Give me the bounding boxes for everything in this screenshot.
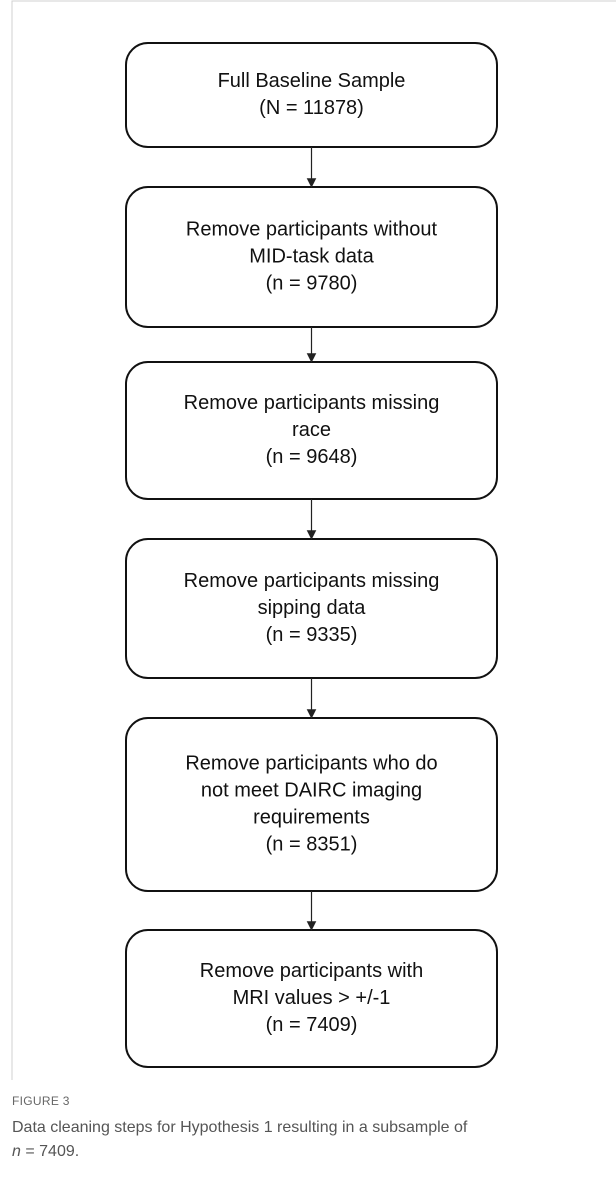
step-text: MID-task data (249, 245, 374, 267)
step-text: Full Baseline Sample (218, 70, 406, 92)
caption-value: = 7409. (20, 1143, 80, 1160)
step-text: not meet DAIRC imaging (201, 779, 422, 801)
step-text: (n = 9780) (266, 272, 358, 294)
step-text: MRI values > +/-1 (233, 987, 391, 1009)
step-box (125, 717, 498, 892)
step-text: (N = 11878) (259, 97, 364, 119)
step-text: sipping data (258, 597, 367, 619)
caption-line: n = 7409. (12, 1140, 612, 1164)
step-text: Remove participants missing (184, 392, 440, 414)
caption-text: Data cleaning steps for Hypothesis 1 res… (12, 1119, 468, 1136)
step-text: Remove participants who do (185, 752, 437, 774)
caption: FIGURE 3 Data cleaning steps for Hypothe… (12, 1094, 612, 1164)
step-text: (n = 7409) (266, 1014, 358, 1036)
step-box (125, 42, 498, 148)
step-text: Remove participants with (200, 960, 423, 982)
step-text: race (292, 419, 331, 441)
figure-label: FIGURE 3 (12, 1094, 70, 1108)
step-text: (n = 8351) (266, 833, 358, 855)
step-text: Remove participants without (186, 218, 438, 240)
flowchart: Full Baseline Sample (N = 11878) Remove pa… (11, 0, 616, 1080)
step-text: (n = 9335) (266, 624, 358, 646)
step-text: requirements (253, 806, 370, 828)
frame (11, 0, 616, 1080)
step-text: (n = 9648) (266, 446, 358, 468)
caption-variable: n (12, 1143, 21, 1160)
step-text: Remove participants missing (184, 570, 440, 592)
